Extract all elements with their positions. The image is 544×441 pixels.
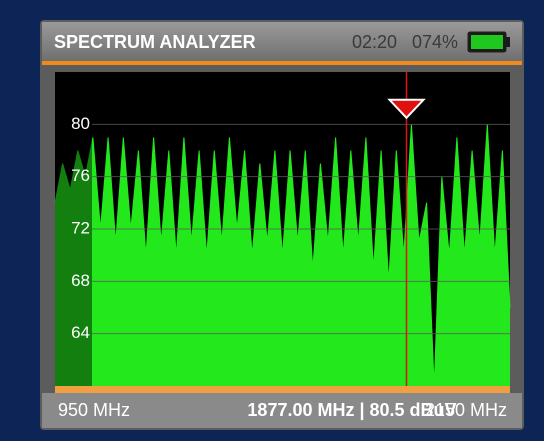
footer-rule xyxy=(55,386,510,393)
battery-fill xyxy=(471,35,503,49)
y-tick-label: 76 xyxy=(71,166,90,185)
screen: SPECTRUM ANALYZER 02:20 074% 6468727680 … xyxy=(0,0,544,441)
y-tick-label: 64 xyxy=(71,323,90,342)
header-rule xyxy=(42,61,522,65)
y-tick-label: 68 xyxy=(71,271,90,290)
y-tick-label: 72 xyxy=(71,218,90,237)
y-tick-label: 80 xyxy=(71,114,90,133)
battery-level: 074% xyxy=(412,32,458,52)
clock: 02:20 xyxy=(352,32,397,52)
battery-tip xyxy=(506,37,510,47)
page: {"chart_data": { "type": "area", "title"… xyxy=(0,0,544,441)
x-tick-label: 2150 MHz xyxy=(425,400,507,420)
title: SPECTRUM ANALYZER xyxy=(54,32,256,52)
x-tick-label: 950 MHz xyxy=(58,400,130,420)
